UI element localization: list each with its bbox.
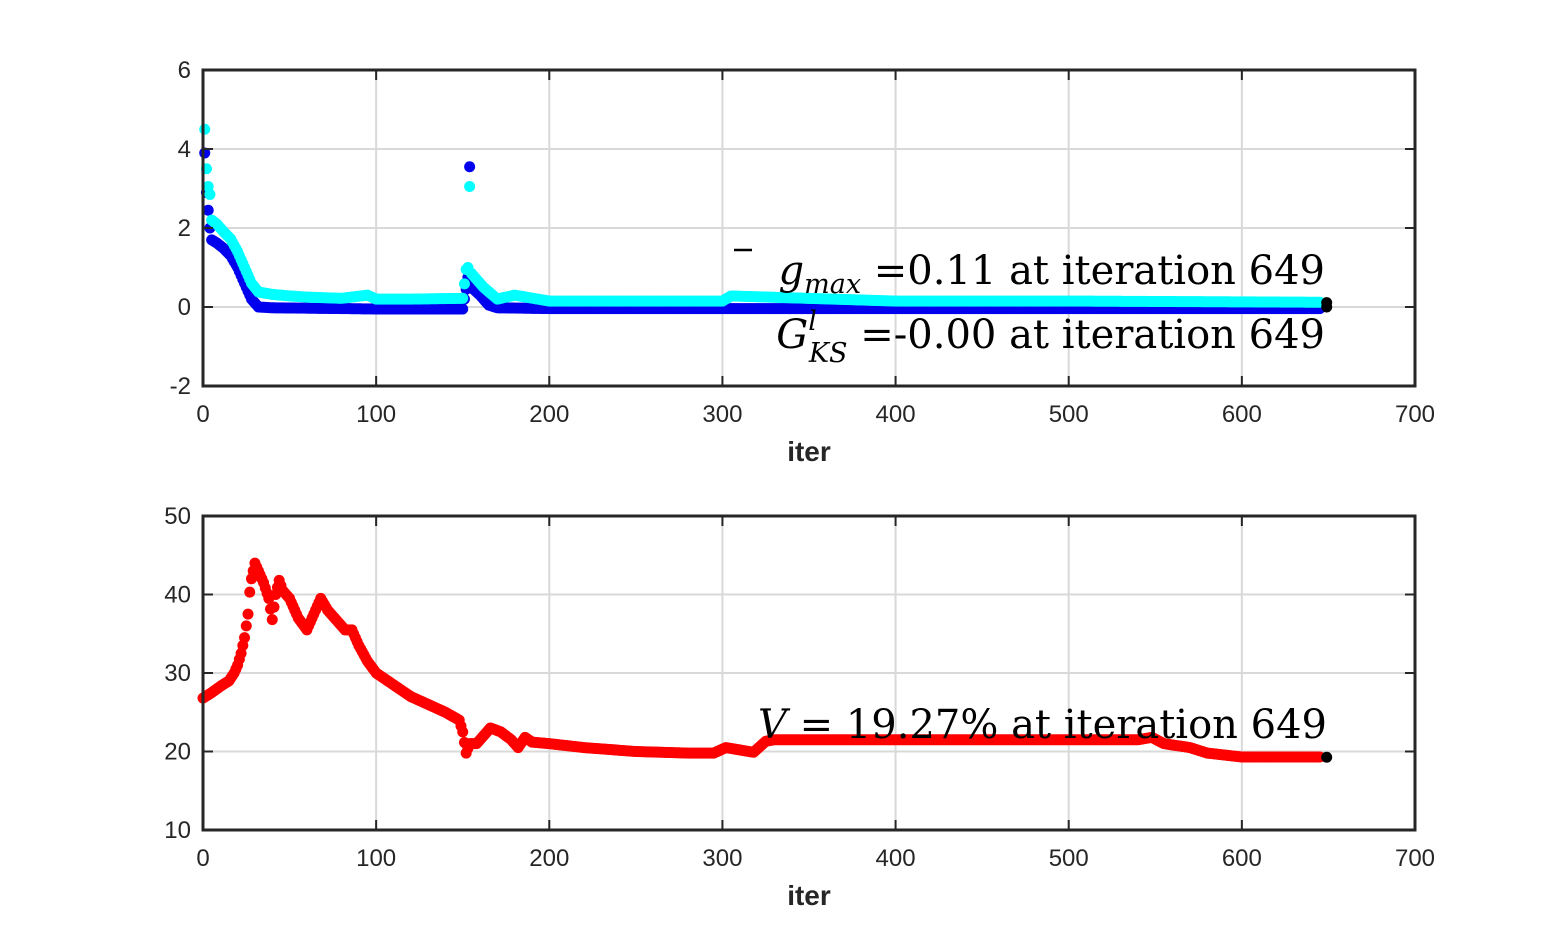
g-max-subscript: max	[804, 269, 861, 300]
data-point	[239, 632, 251, 644]
x-tick-label: 300	[702, 401, 742, 428]
volume-symbol: V	[758, 702, 791, 748]
x-tick-label: 100	[356, 845, 396, 872]
volume-x-axis-label: iter	[787, 880, 831, 911]
data-point	[457, 303, 469, 315]
g-ks-annotation: Gl KS =-0.00 at iteration 649	[776, 306, 1325, 369]
g-ks-superscript: l	[808, 306, 817, 337]
y-tick-label: 2	[178, 215, 191, 242]
volume-annotation: V = 19.27% at iteration 649	[758, 702, 1327, 748]
data-point	[457, 726, 469, 738]
x-tick-label: 700	[1395, 845, 1435, 872]
x-tick-label: 0	[196, 401, 209, 428]
y-tick-label: 0	[178, 294, 191, 321]
y-tick-label: 30	[164, 660, 191, 687]
volume-markers	[197, 557, 1333, 763]
x-tick-label: 500	[1049, 401, 1089, 428]
y-tick-label: 10	[164, 817, 191, 844]
y-tick-label: -2	[170, 373, 191, 400]
data-point	[1321, 751, 1333, 763]
data-point	[458, 278, 470, 290]
data-point	[199, 123, 211, 135]
g-ks-text: =-0.00 at iteration 649	[848, 312, 1325, 358]
volume-plot: 0 100 200 300 400 500 600 700 10 20 30 40 50 iter V …	[164, 503, 1435, 911]
x-tick-label: 500	[1049, 845, 1089, 872]
g-ks-symbol: G	[776, 312, 808, 358]
data-point	[266, 614, 278, 626]
data-point	[202, 204, 214, 216]
g-max-text: =0.11 at iteration 649	[861, 248, 1325, 294]
volume-text: = 19.27% at iteration 649	[787, 702, 1327, 748]
data-point	[1321, 301, 1333, 313]
x-tick-label: 400	[876, 401, 916, 428]
x-tick-label: 300	[702, 845, 742, 872]
y-tick-label: 6	[178, 57, 191, 84]
constraint-markers	[199, 123, 1333, 315]
x-tick-label: 600	[1222, 845, 1262, 872]
x-tick-label: 200	[529, 845, 569, 872]
x-tick-label: 700	[1395, 401, 1435, 428]
g-max-symbol: g	[779, 248, 805, 294]
data-point	[268, 601, 280, 613]
data-point	[464, 181, 476, 193]
y-tick-label: 40	[164, 582, 191, 609]
data-point	[244, 586, 256, 598]
x-tick-label: 200	[529, 401, 569, 428]
data-point	[464, 161, 476, 173]
g-ks-subscript: KS	[808, 338, 848, 369]
x-tick-label: 600	[1222, 401, 1262, 428]
g-max-annotation: gmax =0.11 at iteration 649	[779, 248, 1325, 300]
data-point	[242, 608, 254, 620]
data-point	[457, 292, 469, 304]
x-tick-label: 100	[356, 401, 396, 428]
x-tick-label: 0	[196, 845, 209, 872]
data-point	[240, 620, 252, 632]
x-tick-label: 400	[876, 845, 916, 872]
y-tick-label: 20	[164, 739, 191, 766]
volume-ticks: 0 100 200 300 400 500 600 700 10 20 30 40 50	[164, 503, 1435, 872]
y-tick-label: 50	[164, 503, 191, 530]
data-point	[204, 188, 216, 200]
constraint-x-axis-label: iter	[787, 436, 831, 467]
y-tick-label: 4	[178, 136, 191, 163]
